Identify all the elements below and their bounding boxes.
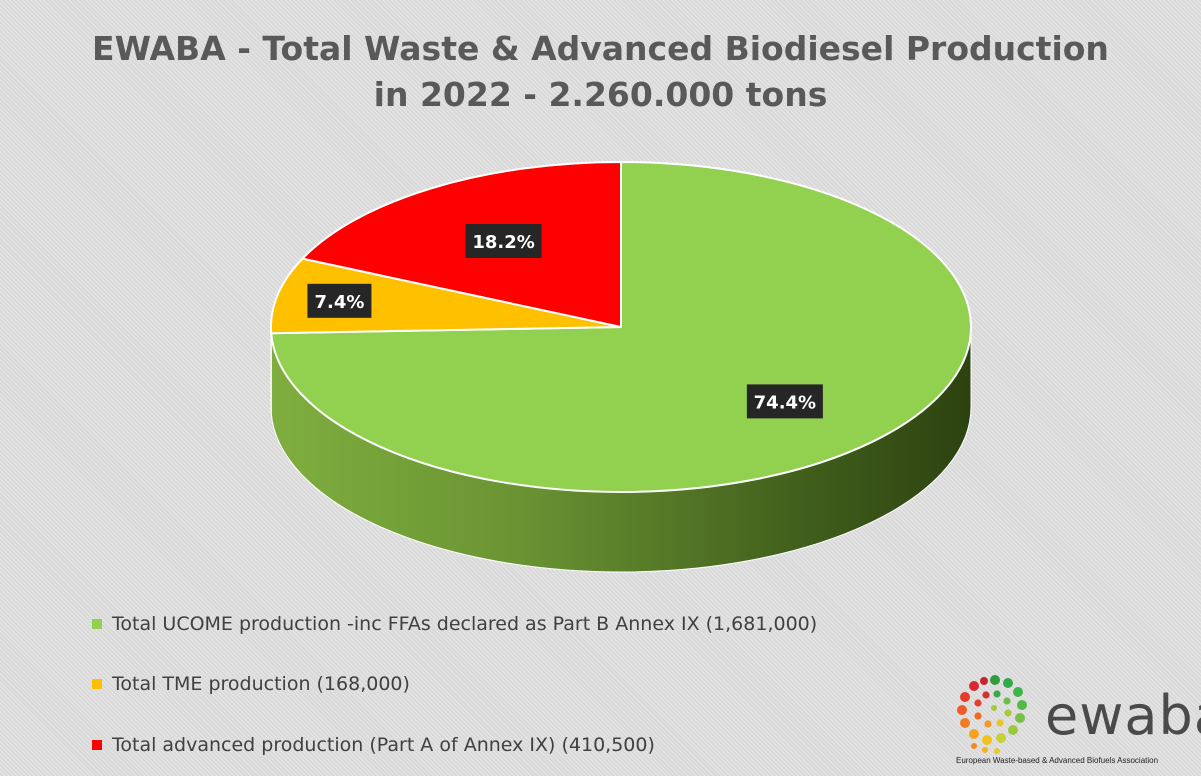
svg-text:74.4%: 74.4%: [754, 392, 816, 413]
legend-swatch-tme: [92, 679, 102, 689]
svg-text:7.4%: 7.4%: [314, 292, 364, 313]
legend-swatch-ucome: [92, 619, 102, 629]
pie-label-layer: 74.4% 7.4% 18.2%: [307, 223, 823, 419]
legend-label-tme: Total TME production (168,000): [112, 673, 410, 695]
data-label-ucome: 74.4%: [746, 384, 823, 419]
ewaba-logo-mark-icon: [957, 675, 1027, 754]
legend-label-advanced: Total advanced production (Part A of Ann…: [112, 734, 655, 756]
legend-label-ucome: Total UCOME production -inc FFAs declare…: [112, 613, 818, 635]
chart-title-line-1: EWABA - Total Waste & Advanced Biodiesel…: [92, 29, 1109, 68]
svg-text:18.2%: 18.2%: [472, 232, 534, 253]
chart-title-line-2: in 2022 - 2.260.000 tons: [373, 75, 828, 114]
pie-slice-advanced: [300, 160, 622, 329]
ewaba-logo: ewaba European Waste-based & Advanced Bi…: [952, 672, 1201, 774]
legend-swatch-advanced: [92, 740, 102, 750]
chart-title: EWABA - Total Waste & Advanced Biodiesel…: [0, 26, 1201, 118]
data-label-tme: 7.4%: [307, 283, 372, 318]
pie-top-layer: [270, 160, 972, 493]
ewaba-tagline: European Waste-based & Advanced Biofuels…: [956, 756, 1159, 765]
data-label-advanced: 18.2%: [465, 223, 542, 258]
ewaba-wordmark: ewaba: [1045, 684, 1201, 747]
